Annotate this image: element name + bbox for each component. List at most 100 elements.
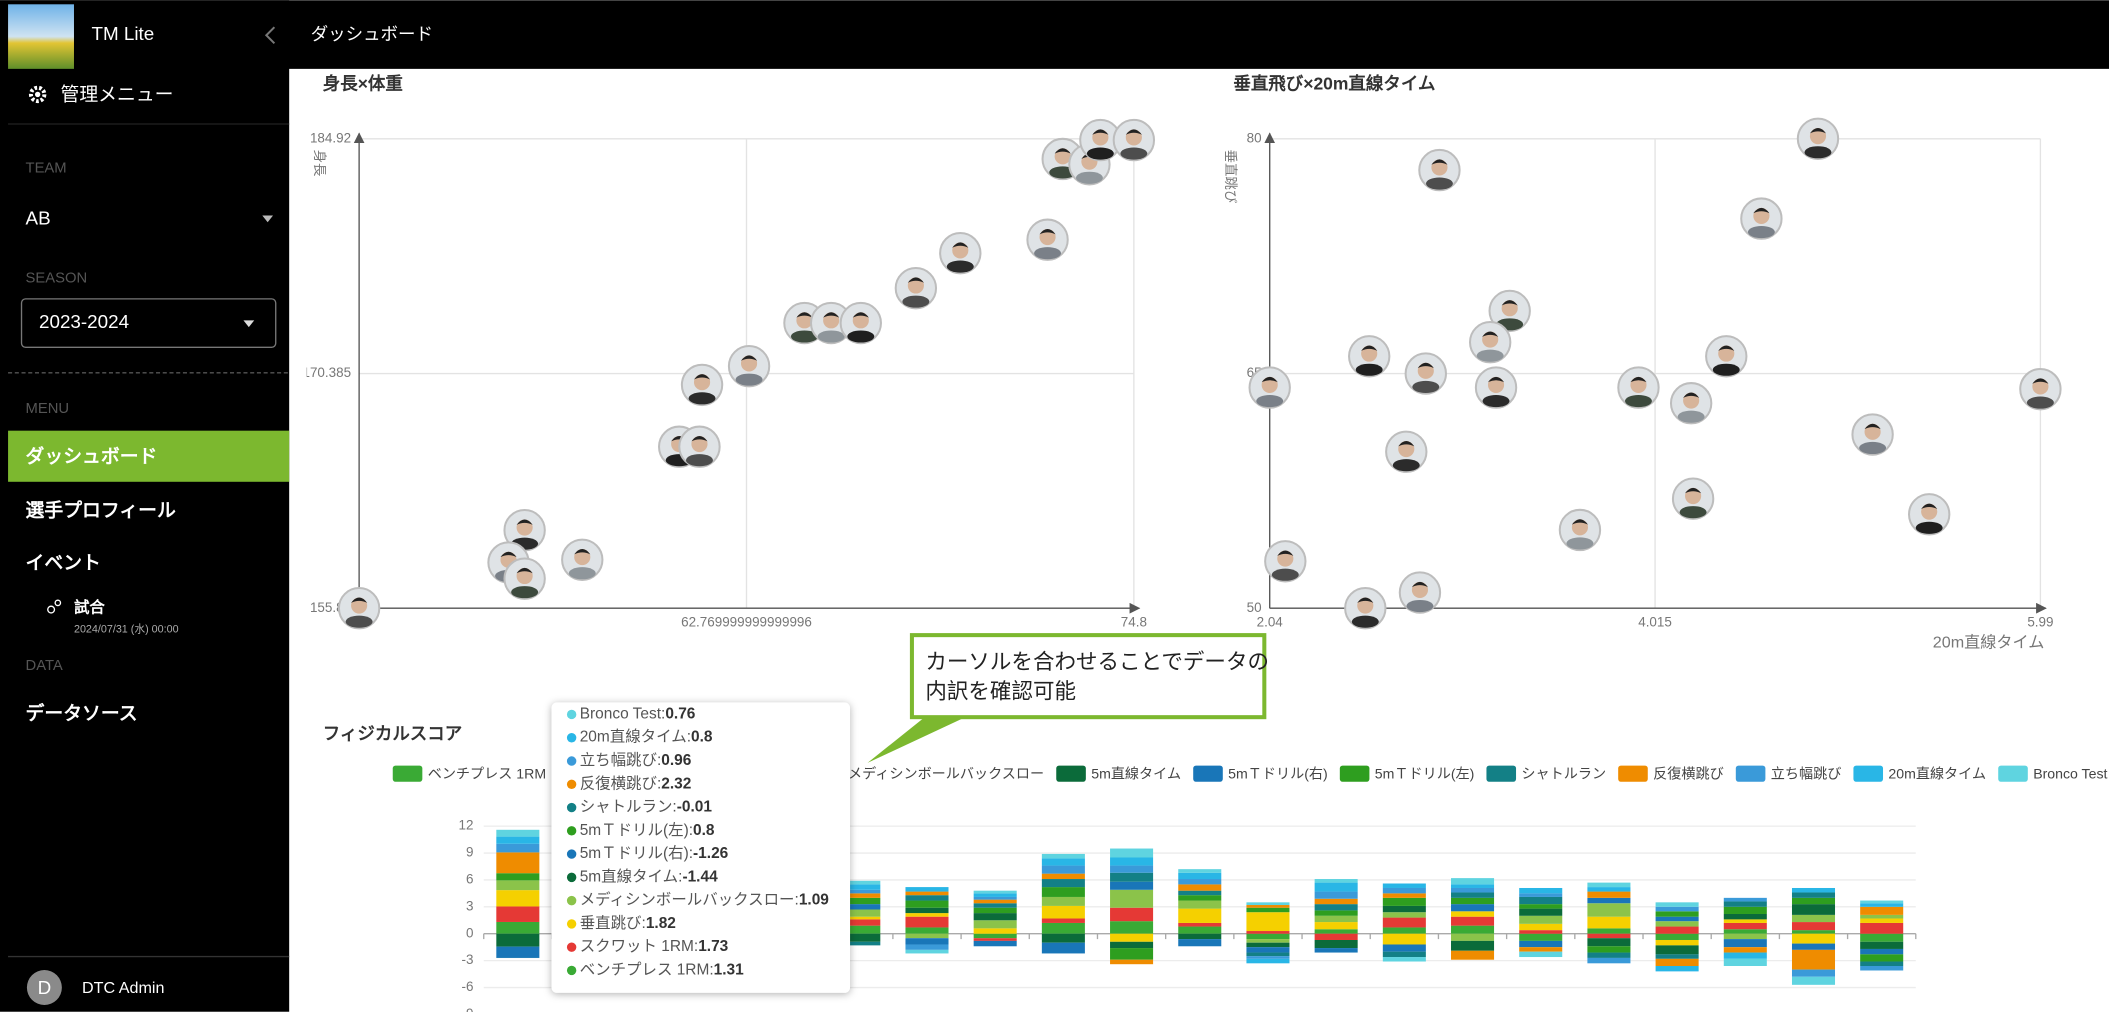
menu-item[interactable]: データソース <box>26 701 138 723</box>
bar-segment <box>1042 879 1085 887</box>
charts: 身長×体重62.76999999999999674.8155.85170.385… <box>302 74 2107 1012</box>
bar-segment <box>1587 938 1630 946</box>
legend-label: ベンチプレス 1RM <box>428 766 546 782</box>
bar-segment <box>1519 893 1562 897</box>
bar-segment <box>974 928 1017 933</box>
player-point <box>1798 119 1838 159</box>
bar-segment <box>496 852 539 873</box>
bar-segment <box>905 901 948 908</box>
bar-segment <box>1246 956 1289 959</box>
avatar-body <box>511 586 538 598</box>
avatar-body <box>1713 364 1740 376</box>
bar-segment <box>1656 945 1699 954</box>
bar-segment <box>905 938 948 944</box>
tooltip-value: 1.09 <box>799 892 829 909</box>
bar-segment <box>1042 858 1085 865</box>
x-tick-label: 2.04 <box>1257 615 1284 630</box>
callout-text: 内訳を確認可能 <box>925 680 1076 704</box>
bar-segment <box>1110 890 1153 908</box>
bar-segment <box>905 887 948 891</box>
bar-segment <box>496 922 539 934</box>
bar-segment <box>1451 951 1494 960</box>
bar-segment <box>1519 941 1562 947</box>
tooltip-name: 反復横跳び <box>580 774 658 792</box>
legend-swatch <box>1193 766 1223 782</box>
bar-segment <box>1178 873 1221 879</box>
bar-segment <box>1246 902 1289 905</box>
bar-segment <box>1451 898 1494 904</box>
player-point <box>504 558 544 598</box>
avatar-body <box>1272 569 1299 581</box>
bar-segment <box>1315 940 1358 948</box>
bar-segment <box>1042 854 1085 858</box>
menu-item[interactable]: ダッシュボード <box>26 445 158 467</box>
bar-segment <box>1383 927 1426 933</box>
tooltip-row: 立ち幅跳び:0.96 <box>580 751 692 769</box>
avatar-body <box>1412 381 1439 393</box>
tooltip-name: メディシンボールバックスロー <box>580 890 795 909</box>
y-tick-label: 9 <box>466 845 473 860</box>
bar-segment <box>1451 888 1494 892</box>
bar-segment <box>1860 966 1903 970</box>
user-name[interactable]: DTC Admin <box>82 979 164 997</box>
legend-label: 5mＴドリル(左) <box>1375 766 1475 782</box>
bar-segment <box>1451 884 1494 888</box>
bar-segment <box>1724 959 1767 966</box>
player-point <box>2020 369 2060 409</box>
bar-segment <box>1042 934 1085 943</box>
bar-segment <box>1246 931 1289 934</box>
bar-segment <box>905 950 948 954</box>
menu-item[interactable]: 選手プロフィール <box>26 498 176 520</box>
bar-segment <box>1724 898 1767 902</box>
avatar-body <box>569 567 596 579</box>
player-point <box>1560 510 1600 550</box>
bar-segment <box>496 906 539 922</box>
bar-segment <box>1860 942 1903 949</box>
legend-label: 20m直線タイム <box>1888 766 1986 782</box>
player-point <box>339 588 379 628</box>
team-select[interactable]: AB <box>26 207 51 228</box>
menu-item[interactable]: イベント <box>26 552 101 573</box>
bar-segment <box>1519 924 1562 930</box>
bar-segment <box>1110 960 1153 964</box>
avatar-body <box>1356 364 1383 376</box>
bar-segment <box>1178 884 1221 890</box>
avatar-body <box>1076 172 1103 184</box>
page: ダッシュボード TM Lite 管理メニュー TEAM AB SEASON 20… <box>0 0 2109 1012</box>
bar-segment <box>1792 944 1835 950</box>
bar-segment <box>1383 918 1426 928</box>
bar-segment <box>1451 926 1494 934</box>
tooltip-row: シャトルラン:-0.01 <box>580 799 713 816</box>
legend-swatch <box>1736 766 1766 782</box>
avatar-body <box>1426 177 1453 189</box>
bar-segment <box>496 880 539 890</box>
bar-segment <box>1042 906 1085 919</box>
y-tick-label: 6 <box>466 871 473 886</box>
player-point <box>1476 367 1516 407</box>
bar-segment <box>1110 942 1153 948</box>
bar-segment <box>1110 858 1153 866</box>
tooltip-value: 0.76 <box>665 706 695 723</box>
avatar-body <box>1805 146 1832 158</box>
bar-segment <box>1587 946 1630 952</box>
admin-menu[interactable]: 管理メニュー <box>61 84 174 105</box>
avatar-body <box>1256 395 1283 407</box>
bar-segment <box>1315 899 1358 904</box>
bar-segment <box>496 947 539 958</box>
bar-segment <box>1724 929 1767 933</box>
y-tick-label: 12 <box>458 818 473 833</box>
bar-segment <box>1042 887 1085 897</box>
tooltip-dot <box>567 849 576 858</box>
event-name[interactable]: 試合 <box>74 597 105 616</box>
legend-swatch <box>1056 766 1086 782</box>
bar-segment <box>1792 915 1835 922</box>
legend-label: 立ち幅跳び <box>1771 766 1842 782</box>
bar-segment <box>1042 866 1085 874</box>
bar-segment <box>1246 947 1289 952</box>
bar-segment <box>1860 901 1903 904</box>
bar-segment <box>1383 944 1426 951</box>
bar-segment <box>1587 958 1630 963</box>
bar-segment <box>1042 874 1085 879</box>
bar-segment <box>1246 939 1289 943</box>
tooltip-value: 1.73 <box>698 938 728 955</box>
